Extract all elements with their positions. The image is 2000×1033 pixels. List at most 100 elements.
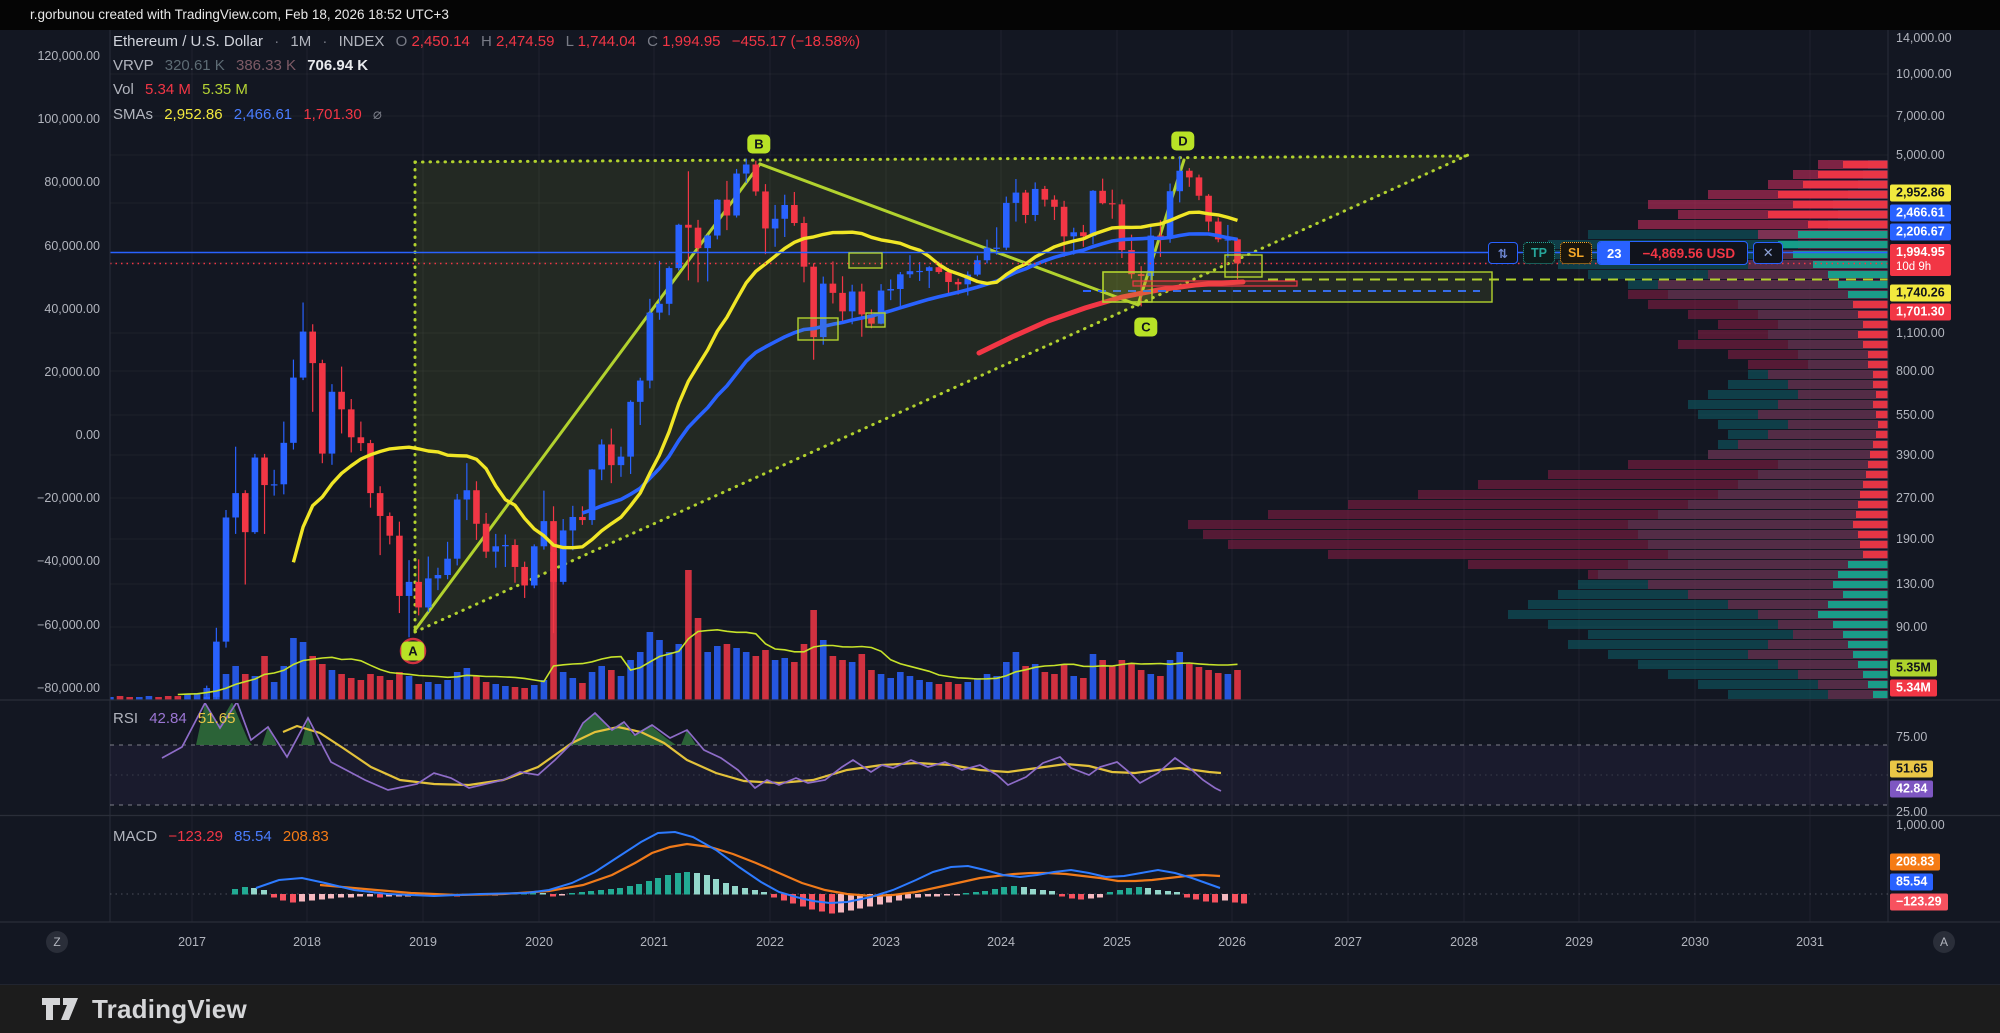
time-axis-year-label[interactable]: 2029 (1565, 935, 1593, 949)
trade-position-panel[interactable]: ⇅ TP SL 23 −4,869.56 USD ✕ (1488, 241, 1784, 265)
vrvp-legend-row[interactable]: VRVP 320.61 K 386.33 K 706.94 K (113, 57, 375, 74)
right-axis-label: 14,000.00 (1896, 31, 1952, 45)
price-badge: 2,952.86 (1890, 184, 1951, 202)
volume-bars (110, 552, 1241, 700)
pattern-point-label-d[interactable]: D (1171, 131, 1195, 151)
vrvp-title[interactable]: VRVP (113, 57, 154, 74)
sma-red-value: 1,701.30 (303, 106, 362, 123)
rsi-line (161, 703, 1222, 792)
rsi-pane (110, 703, 1888, 806)
symbol-legend-row[interactable]: Ethereum / U.S. Dollar · 1M · INDEX O 2,… (113, 33, 867, 50)
time-axis-year-label[interactable]: 2025 (1103, 935, 1131, 949)
sma-yellow-value: 2,952.86 (164, 106, 223, 123)
price-badge: 1,740.26 (1890, 284, 1951, 302)
price-badge: 1,994.95 10d 9h (1890, 244, 1951, 276)
position-qty-pnl[interactable]: 23 −4,869.56 USD (1597, 241, 1749, 265)
left-axis-label: −20,000.00 (37, 491, 100, 505)
time-axis-year-label[interactable]: 2020 (525, 935, 553, 949)
price-badge: 2,206.67 (1890, 223, 1951, 241)
ohlc-change: −455.17 (−18.58%) (731, 33, 861, 50)
sma-blue-value: 2,466.61 (233, 106, 293, 123)
time-axis-year-label[interactable]: 2022 (756, 935, 784, 949)
macd-title[interactable]: MACD (113, 828, 158, 845)
price-badge: −123.29 (1890, 893, 1948, 911)
rsi-ma-value: 51.65 (197, 710, 236, 727)
close-position-button[interactable]: ✕ (1753, 242, 1784, 264)
price-badge: 51.65 (1890, 760, 1934, 778)
price-badge: 1,701.30 (1890, 303, 1951, 321)
ohlc-c-label: C (647, 33, 658, 50)
ohlc-h-label: H (481, 33, 492, 50)
right-axis-label: 75.00 (1896, 730, 1928, 744)
symbol-title[interactable]: Ethereum / U.S. Dollar (113, 33, 264, 50)
right-axis-label: 10,000.00 (1896, 67, 1952, 81)
legend-separator: · (322, 33, 328, 50)
price-badge: 5.35M (1890, 659, 1937, 677)
price-badge: 42.84 (1890, 780, 1934, 798)
scroll-left-button[interactable]: Z (46, 931, 68, 953)
red-risk-rect (1132, 280, 1298, 287)
volume-title[interactable]: Vol (113, 81, 134, 98)
take-profit-button[interactable]: TP (1523, 242, 1555, 264)
time-axis-year-label[interactable]: 2028 (1450, 935, 1478, 949)
drawing-boxes[interactable] (797, 252, 1493, 341)
sma-blue-line (581, 232, 1238, 515)
right-axis-label: 1,100.00 (1896, 326, 1945, 340)
right-axis-label: 7,000.00 (1896, 109, 1945, 123)
price-badge: 5.34M (1890, 679, 1937, 697)
left-axis-label: 20,000.00 (44, 365, 100, 379)
ohlc-o-value: 2,450.14 (411, 33, 470, 50)
vrvp-value-3: 706.94 K (307, 57, 369, 74)
tradingview-wordmark[interactable]: TradingView (92, 993, 247, 1024)
right-axis-label: 5,000.00 (1896, 148, 1945, 162)
left-axis-label: 0.00 (75, 428, 100, 442)
volume-ma-line (177, 628, 1238, 696)
time-axis-year-label[interactable]: 2019 (409, 935, 437, 949)
volume-legend-row[interactable]: Vol 5.34 M 5.35 M (113, 81, 255, 98)
time-axis-year-label[interactable]: 2023 (872, 935, 900, 949)
left-axis-label: 100,000.00 (37, 112, 100, 126)
price-badge: 2,466.61 (1890, 204, 1951, 222)
ohlc-o-label: O (395, 33, 408, 50)
price-badge: 85.54 (1890, 873, 1934, 891)
time-axis-year-label[interactable]: 2031 (1796, 935, 1824, 949)
rsi-title[interactable]: RSI (113, 710, 139, 727)
time-axis-year-label[interactable]: 2030 (1681, 935, 1709, 949)
macd-pane (110, 830, 1888, 914)
stop-loss-button[interactable]: SL (1560, 242, 1592, 264)
rsi-value: 42.84 (149, 710, 187, 727)
left-axis-label: 120,000.00 (37, 49, 100, 63)
reverse-position-button[interactable]: ⇅ (1488, 242, 1518, 264)
time-axis-year-label[interactable]: 2026 (1218, 935, 1246, 949)
right-axis-label: 800.00 (1896, 364, 1935, 378)
ohlc-h-value: 2,474.59 (496, 33, 555, 50)
right-axis-label: 390.00 (1896, 448, 1935, 462)
legend-separator: · (274, 33, 280, 50)
scroll-right-button[interactable]: A (1933, 931, 1955, 953)
abcd-wedge-pattern[interactable] (399, 153, 1470, 665)
pattern-point-label-c[interactable]: C (1134, 317, 1158, 337)
time-axis-year-label[interactable]: 2027 (1334, 935, 1362, 949)
ohlc-l-value: 1,744.04 (577, 33, 636, 50)
symbol-market: INDEX (338, 33, 385, 50)
symbol-interval[interactable]: 1M (290, 33, 312, 50)
right-axis-label: 130.00 (1896, 577, 1935, 591)
tradingview-logo-icon[interactable] (40, 995, 80, 1023)
left-axis-label: 60,000.00 (44, 239, 100, 253)
position-qty[interactable]: 23 (1598, 242, 1631, 264)
time-axis-year-label[interactable]: 2018 (293, 935, 321, 949)
pattern-point-label-b[interactable]: B (747, 134, 771, 154)
smas-legend-row[interactable]: SMAs 2,952.86 2,466.61 1,701.30 ⌀ (113, 105, 389, 123)
volume-ma-value: 5.35 M (202, 81, 248, 98)
time-axis-year-label[interactable]: 2017 (178, 935, 206, 949)
time-axis-year-label[interactable]: 2024 (987, 935, 1015, 949)
right-axis-label: 90.00 (1896, 620, 1928, 634)
macd-legend-row[interactable]: MACD −123.29 85.54 208.83 (113, 828, 336, 845)
pattern-point-label-a[interactable]: A (401, 641, 425, 661)
macd-hist-value: −123.29 (168, 828, 223, 845)
smas-title[interactable]: SMAs (113, 106, 154, 123)
rsi-legend-row[interactable]: RSI 42.84 51.65 (113, 710, 242, 727)
time-axis-year-label[interactable]: 2021 (640, 935, 668, 949)
countdown-text: 10d 9h (1896, 261, 1932, 273)
